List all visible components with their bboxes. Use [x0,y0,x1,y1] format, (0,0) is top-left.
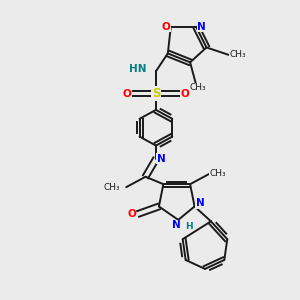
Text: O: O [127,209,136,219]
Text: CH₃: CH₃ [189,83,206,92]
Text: H: H [185,222,193,231]
Text: CH₃: CH₃ [209,169,226,178]
Text: N: N [197,22,206,32]
Text: N: N [196,199,204,208]
Text: HN: HN [129,64,146,74]
Text: CH₃: CH₃ [104,183,120,192]
Text: O: O [162,22,171,32]
Text: S: S [152,87,160,100]
Text: O: O [181,88,189,98]
Text: N: N [172,220,181,230]
Text: O: O [122,88,131,98]
Text: CH₃: CH₃ [230,50,246,59]
Text: N: N [157,154,166,164]
